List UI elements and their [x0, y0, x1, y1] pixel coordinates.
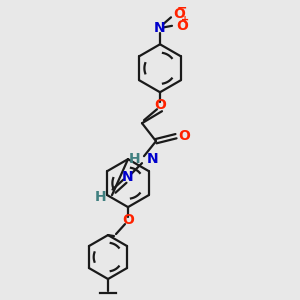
Text: O: O [154, 98, 166, 112]
Text: O: O [176, 19, 188, 33]
Text: −: − [177, 2, 187, 15]
Text: N: N [147, 152, 159, 166]
Text: O: O [122, 213, 134, 227]
Text: N: N [122, 170, 134, 184]
Text: H: H [94, 190, 106, 204]
Text: O: O [178, 129, 190, 143]
Text: +: + [181, 15, 189, 25]
Text: H: H [128, 152, 140, 166]
Text: N: N [154, 21, 166, 35]
Text: O: O [173, 7, 185, 21]
